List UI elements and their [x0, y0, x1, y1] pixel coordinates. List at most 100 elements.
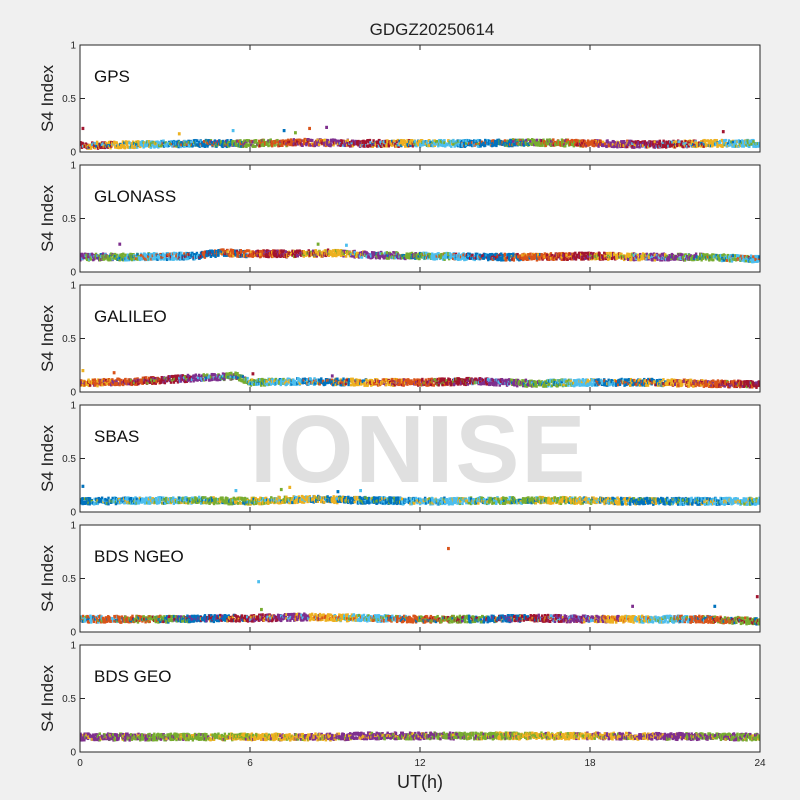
data-point: [630, 145, 634, 149]
data-point: [329, 144, 332, 148]
data-point: [140, 253, 143, 257]
data-point: [741, 254, 745, 258]
data-point: [351, 144, 355, 148]
data-point: [497, 141, 501, 144]
data-point: [758, 141, 760, 145]
data-point: [89, 257, 93, 261]
data-point: [197, 374, 201, 377]
data-point: [175, 377, 179, 381]
data-point: [379, 140, 382, 144]
data-point: [385, 251, 389, 254]
data-point: [209, 378, 212, 382]
data-point: [591, 255, 594, 259]
data-point: [197, 253, 200, 257]
data-point: [505, 258, 508, 262]
data-point: [715, 139, 718, 142]
data-point: [118, 383, 121, 387]
data-point: [589, 142, 592, 146]
data-point: [643, 140, 647, 143]
data-point: [137, 379, 140, 383]
data-point: [476, 252, 479, 256]
data-point: [500, 139, 503, 143]
data-point: [501, 253, 504, 257]
data-point: [529, 252, 532, 256]
data-point: [607, 258, 610, 261]
data-point: [542, 256, 545, 260]
data-point: [241, 375, 244, 378]
y-tick-label: 1: [70, 41, 76, 52]
data-point: [727, 255, 731, 259]
data-point: [170, 252, 174, 256]
data-point: [236, 251, 239, 255]
data-point: [582, 257, 585, 261]
data-point: [147, 140, 151, 143]
data-point: [500, 252, 503, 256]
data-point: [120, 253, 124, 256]
data-point: [731, 140, 735, 144]
data-point: [655, 254, 659, 257]
data-point: [729, 254, 732, 257]
data-point: [176, 380, 180, 384]
data-point: [178, 140, 181, 144]
data-point: [453, 140, 456, 144]
data-point: [124, 254, 127, 258]
data-point: [385, 143, 388, 147]
data-point: [652, 256, 656, 260]
data-point: [641, 254, 644, 258]
data-point: [292, 252, 295, 256]
data-point: [459, 255, 463, 259]
data-point: [596, 257, 600, 260]
data-point: [546, 253, 549, 257]
data-point: [463, 258, 467, 261]
data-point: [178, 251, 182, 255]
data-point: [472, 139, 476, 143]
data-point: [96, 145, 100, 149]
data-point: [719, 253, 723, 257]
data-point: [692, 143, 696, 147]
data-point: [471, 144, 474, 148]
data-point: [374, 144, 377, 148]
data-point: [237, 139, 241, 143]
data-point: [403, 139, 406, 143]
data-point: [274, 377, 278, 381]
data-point: [673, 145, 677, 149]
data-point: [152, 381, 156, 385]
data-point: [264, 250, 267, 254]
data-point: [598, 253, 601, 257]
data-point: [139, 141, 142, 144]
data-point: [513, 143, 517, 147]
data-point: [447, 252, 450, 255]
data-point: [164, 141, 168, 145]
y-tick-label: 0: [70, 268, 76, 279]
data-point: [652, 252, 656, 256]
data-point: [129, 382, 132, 386]
data-point: [156, 258, 159, 261]
data-point: [243, 380, 246, 384]
data-point: [165, 258, 169, 262]
data-point: [569, 139, 572, 143]
data-point: [417, 255, 421, 258]
data-point: [542, 254, 545, 257]
data-point: [113, 255, 117, 258]
outlier-point: [81, 126, 85, 131]
data-point: [462, 141, 466, 145]
data-point: [167, 257, 171, 261]
data-point: [438, 255, 442, 258]
data-point: [144, 253, 148, 257]
data-point: [107, 383, 111, 386]
data-point: [118, 256, 121, 260]
data-point: [638, 257, 641, 260]
data-point: [641, 252, 645, 256]
data-point: [493, 255, 496, 259]
data-point: [178, 254, 181, 258]
data-point: [337, 139, 341, 143]
data-point: [96, 384, 99, 388]
data-point: [284, 139, 288, 143]
data-point: [758, 144, 760, 148]
data-point: [197, 376, 200, 380]
data-point: [398, 142, 401, 146]
data-point: [160, 375, 163, 379]
data-point: [425, 140, 429, 143]
data-point: [259, 378, 262, 382]
